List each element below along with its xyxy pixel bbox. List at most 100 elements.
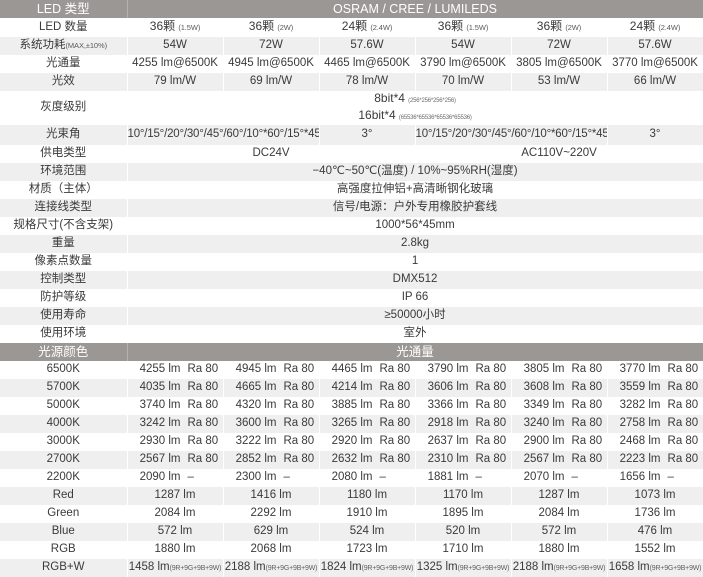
cct-name: 5700K <box>0 379 128 397</box>
cell-efficacy-6: 66 lm/W <box>607 73 703 91</box>
table-row: RGB 1880 lm 2068 lm 1723 lm 1710 lm 1880… <box>0 541 703 559</box>
row-usage-environment: 使用环境 室外 <box>0 325 703 343</box>
cell-luminous-flux-6: 3770 lm@6500K <box>607 55 703 73</box>
color-cell: 476 lm <box>607 523 703 541</box>
cct-cell: 3740 lm Ra 80 <box>127 397 224 415</box>
cell-system-power-1: 54W <box>127 37 224 55</box>
cct-cell: 3349 lm Ra 80 <box>511 397 608 415</box>
label-light-source-color: 光源颜色 <box>0 343 128 361</box>
cct-name: 2700K <box>0 451 128 469</box>
row-environment-range: 环境范围 −40℃~50℃(温度) / 10%~95%RH(湿度) <box>0 163 703 181</box>
cct-cell: 4035 lm Ra 80 <box>127 379 224 397</box>
cct-cell: 3805 lm Ra 80 <box>511 361 608 379</box>
row-power-type: 供电类型 DC24V AC110V~220V <box>0 145 703 163</box>
cct-cell: 2300 lm – <box>223 469 320 487</box>
table-row: 2700K 2567 lm Ra 80 2852 lm Ra 80 2632 lm R… <box>0 451 703 469</box>
label-material: 材质（主体） <box>0 181 128 199</box>
color-cell: 2084 lm <box>511 505 608 523</box>
cct-cell: 1881 lm – <box>415 469 512 487</box>
color-cell: 1287 lm <box>127 487 224 505</box>
value-weight: 2.8kg <box>127 235 703 253</box>
value-cable-type: 信号/电源：户外专用橡胶护套线 <box>127 199 703 217</box>
color-cell: 572 lm <box>511 523 608 541</box>
cell-system-power-5: 72W <box>511 37 608 55</box>
color-cell: 524 lm <box>319 523 416 541</box>
cct-cell: 3240 lm Ra 80 <box>511 415 608 433</box>
row-led-type: LED 类型 OSRAM / CREE / LUMILEDS <box>0 0 703 18</box>
cell-led-quantity-2: 36颗 (2W) <box>223 18 320 37</box>
cct-cell: 4214 lm Ra 80 <box>319 379 416 397</box>
cct-cell: 4255 lm Ra 80 <box>127 361 224 379</box>
row-weight: 重量 2.8kg <box>0 235 703 253</box>
table-row: Green 2084 lm 2292 lm 1910 lm 1895 lm 20… <box>0 505 703 523</box>
cct-cell: 4320 lm Ra 80 <box>223 397 320 415</box>
cct-cell: 3282 lm Ra 80 <box>607 397 703 415</box>
color-cell: 1180 lm <box>319 487 416 505</box>
cell-power-type-dc: DC24V <box>127 145 416 163</box>
label-control-type: 控制类型 <box>0 271 128 289</box>
table-row: 6500K 4255 lm Ra 80 4945 lm Ra 80 4465 lm R… <box>0 361 703 379</box>
color-cell: 1416 lm <box>223 487 320 505</box>
row-pixel-count: 像素点数量 1 <box>0 253 703 271</box>
row-system-power: 系统功耗(MAX,±10%) 54W 72W 57.6W 54W 72W 57.… <box>0 37 703 55</box>
color-cell: 629 lm <box>223 523 320 541</box>
table-row: Red 1287 lm 1416 lm 1180 lm 1170 lm 1287… <box>0 487 703 505</box>
color-cell: 1736 lm <box>607 505 703 523</box>
cct-cell: 2930 lm Ra 80 <box>127 433 224 451</box>
cct-cell: 3606 lm Ra 80 <box>415 379 512 397</box>
color-cell: 1552 lm <box>607 541 703 559</box>
cct-name: 2200K <box>0 469 128 487</box>
value-material: 高强度拉伸铝+高清晰钢化玻璃 <box>127 181 703 199</box>
cell-beam-angle-single-2: 3° <box>607 125 703 145</box>
cell-led-quantity-3: 24颗 (2.4W) <box>319 18 416 37</box>
row-grayscale-8bit: 灰度级别 8bit*4 (256*256*256*256) <box>0 91 703 125</box>
label-led-type: LED 类型 <box>0 0 128 18</box>
color-name: Red <box>0 487 128 505</box>
color-cell: 2292 lm <box>223 505 320 523</box>
rgbw-name: RGB+W <box>0 559 128 577</box>
cct-cell: 3559 lm Ra 80 <box>607 379 703 397</box>
color-cell: 2084 lm <box>127 505 224 523</box>
label-ip-rating: 防护等级 <box>0 289 128 307</box>
cct-cell: 4945 lm Ra 80 <box>223 361 320 379</box>
value-grayscale-8bit: 8bit*4 (256*256*256*256) <box>127 91 703 108</box>
rgbw-cell: 2188 lm(9R+9G+9B+9W) <box>511 559 608 577</box>
value-usage-environment: 室外 <box>127 325 703 343</box>
cct-name: 3000K <box>0 433 128 451</box>
cct-cell: 1656 lm – <box>607 469 703 487</box>
rgbw-cell: 1458 lm(9R+9G+9B+9W) <box>127 559 224 577</box>
cct-cell: 3885 lm Ra 80 <box>319 397 416 415</box>
color-cell: 1170 lm <box>415 487 512 505</box>
color-cell: 572 lm <box>127 523 224 541</box>
color-cell: 1710 lm <box>415 541 512 559</box>
cell-luminous-flux-5: 3805 lm@6500K <box>511 55 608 73</box>
cct-cell: 2637 lm Ra 80 <box>415 433 512 451</box>
label-beam-angle: 光束角 <box>0 125 128 145</box>
label-led-quantity: LED 数量 <box>0 18 128 37</box>
cct-cell: 3366 lm Ra 80 <box>415 397 512 415</box>
color-cell: 1910 lm <box>319 505 416 523</box>
cct-name: 6500K <box>0 361 128 379</box>
value-led-type: OSRAM / CREE / LUMILEDS <box>127 0 703 18</box>
row-beam-angle: 光束角 10°/15°/20°/30°/45°/60°/10°*60°/15°*… <box>0 125 703 145</box>
value-lifespan: ≥50000小时 <box>127 307 703 325</box>
cct-name: 4000K <box>0 415 128 433</box>
cct-cell: 2090 lm – <box>127 469 224 487</box>
color-cell: 1073 lm <box>607 487 703 505</box>
cct-cell: 4465 lm Ra 80 <box>319 361 416 379</box>
row-dimensions: 规格尺寸(不含支架) 1000*56*45mm <box>0 217 703 235</box>
color-cell: 520 lm <box>415 523 512 541</box>
cct-cell: 2900 lm Ra 80 <box>511 433 608 451</box>
label-system-power: 系统功耗(MAX,±10%) <box>0 37 128 55</box>
cell-system-power-4: 54W <box>415 37 512 55</box>
row-led-quantity: LED 数量 36颗 (1.5W) 36颗 (2W) 24颗 (2.4W) 36… <box>0 18 703 37</box>
table-row: 3000K 2930 lm Ra 80 3222 lm Ra 80 2920 lm R… <box>0 433 703 451</box>
cct-cell: 2310 lm Ra 80 <box>415 451 512 469</box>
cct-cell: 2468 lm Ra 80 <box>607 433 703 451</box>
value-dimensions: 1000*56*45mm <box>127 217 703 235</box>
row-flux-section-header: 光源颜色 光通量 <box>0 343 703 361</box>
cell-system-power-3: 57.6W <box>319 37 416 55</box>
color-cell: 1880 lm <box>511 541 608 559</box>
cct-cell: 2758 lm Ra 80 <box>607 415 703 433</box>
row-grayscale-16bit: 16bit*4 (65536*65536*65536*65536) <box>0 108 703 125</box>
